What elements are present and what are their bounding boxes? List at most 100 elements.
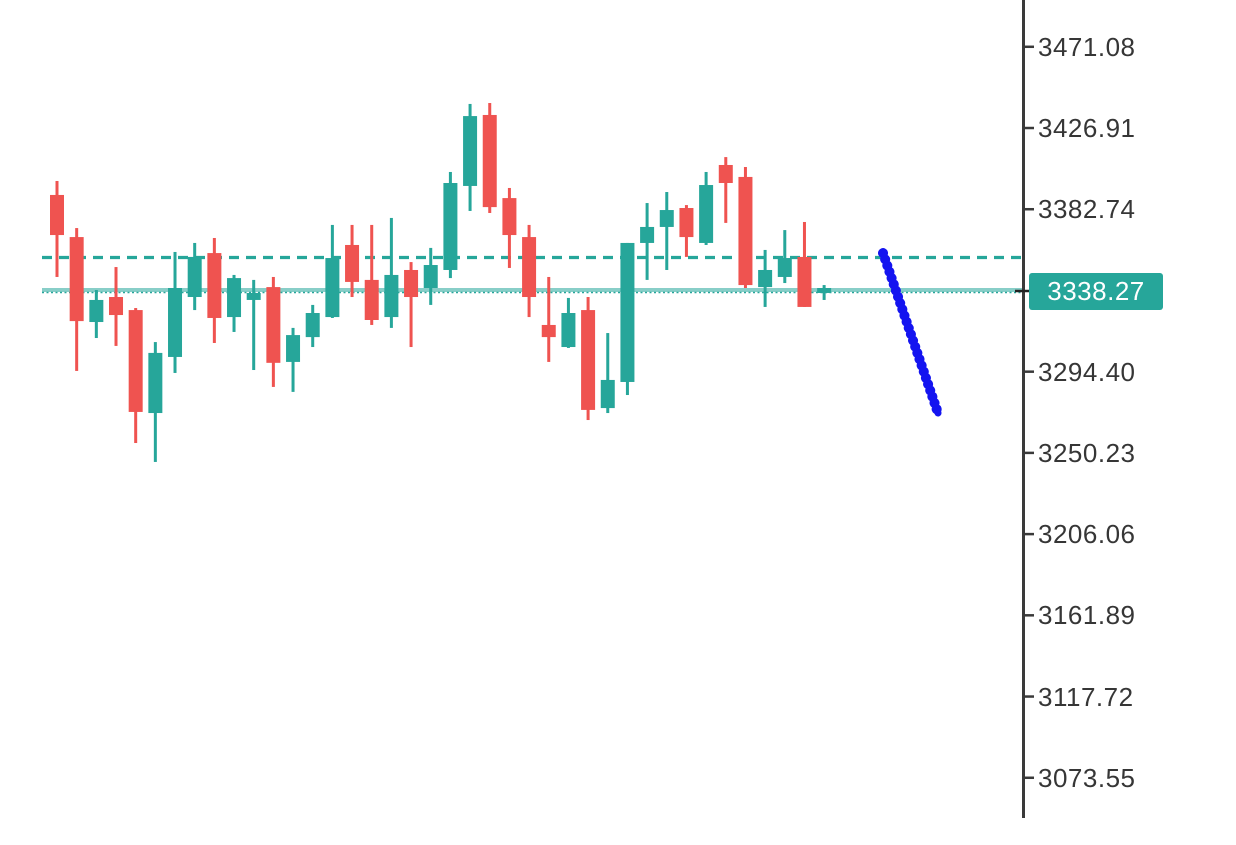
candle [699,171,714,245]
candle [541,276,556,362]
candle [502,187,517,268]
candle-body [246,292,261,300]
candle-body [305,313,320,338]
candle [679,205,694,257]
candle [423,247,438,305]
candle [207,237,222,343]
price-tick-label: 3426.91 [1038,113,1136,143]
price-tick-label: 3206.06 [1038,519,1136,550]
candle-wick [724,157,728,223]
candle [404,262,419,348]
price-tick-label: 3161.89 [1038,600,1136,631]
current-price-label: 3338.27 [1047,276,1145,306]
candle-wick [370,224,374,325]
candle-body [679,208,694,238]
candle-body [207,253,222,318]
candle-wick [409,262,413,348]
candle-body [148,352,163,414]
candle [581,297,596,421]
candle-body [482,114,497,208]
price-tick-label: 3471.08 [1038,31,1136,62]
candle [738,167,753,289]
candle-wick [252,279,256,371]
candle-wick [606,333,610,414]
candle [463,103,478,211]
candle-body [718,164,733,184]
candle [817,285,832,300]
candle [246,279,261,371]
candle-body [423,265,438,289]
candle-body [620,242,635,382]
candle-wick [389,217,393,328]
candle-body [463,116,478,186]
candle [50,180,64,277]
candle-body [581,310,596,410]
candle [758,249,773,307]
candle [443,171,458,279]
candle-body [50,194,64,236]
candle-body [404,269,419,298]
candle-body [384,274,399,318]
trend-line-core [879,249,942,417]
candle [109,267,124,346]
candle-body [817,288,832,293]
candle-body [640,226,655,243]
candle-body [128,310,143,412]
candle [640,203,655,280]
candle-body [502,198,517,236]
candle [384,217,399,328]
candle-body [699,185,714,243]
price-tick-label: 3294.40 [1038,356,1136,387]
candle [364,224,379,325]
candle [718,157,733,223]
candle-body [777,258,792,277]
candle [620,242,635,396]
candle-body [758,269,773,288]
candle-body [561,313,576,348]
candle [227,274,242,332]
candle [286,327,301,392]
candle [797,221,812,307]
candle [69,228,84,371]
candle-body [109,297,124,316]
current-price-badge: 3338.27 [1029,273,1163,310]
candle [128,308,143,444]
candle-body [522,237,537,298]
candle-body [659,210,674,227]
candle [148,342,163,462]
candle-body [541,324,556,338]
candle-body [797,256,812,307]
price-tick-label: 3073.55 [1038,762,1136,793]
candle [89,290,104,339]
candle-body [168,288,183,357]
candle-body [89,299,104,323]
price-tick-label: 3117.72 [1038,681,1134,712]
candle [522,224,537,318]
candle [305,304,320,348]
candle [168,251,183,373]
candle [187,242,202,311]
candle [266,276,281,387]
candle [482,103,497,213]
candle-body [600,379,615,409]
candle-body [364,279,379,320]
candle [561,297,576,348]
candle-body [286,335,301,362]
price-tick-label: 3250.23 [1038,437,1136,468]
candle [345,224,360,298]
candle-body [69,237,84,322]
candle-body [227,278,242,318]
candle-body [325,258,340,318]
candle-wick [665,192,669,270]
candle [777,230,792,284]
price-tick-label: 3382.74 [1038,194,1136,225]
candle-wick [783,230,787,284]
candle [325,224,340,318]
candle-body [187,256,202,298]
candle-body [266,287,281,363]
candle-body [443,183,458,270]
candle-wick [547,276,551,362]
candle-body [738,176,753,286]
